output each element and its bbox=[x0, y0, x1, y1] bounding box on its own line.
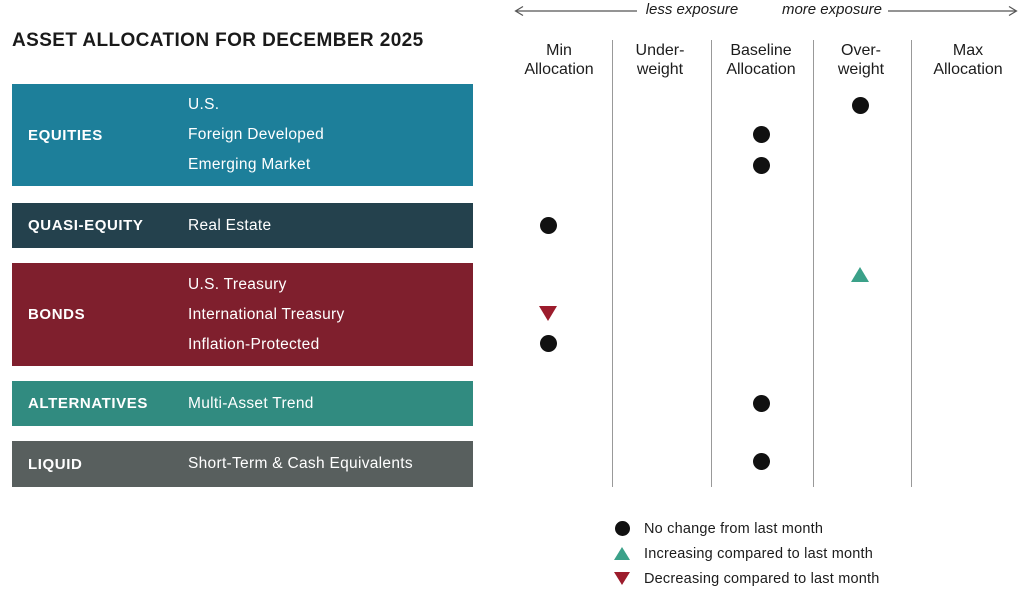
category-block-liquid: LIQUID Short-Term & Cash Equivalents bbox=[12, 441, 473, 487]
column-header-line: Max bbox=[952, 42, 984, 59]
category-label: ALTERNATIVES bbox=[28, 395, 148, 412]
increasing-triangle-marker bbox=[851, 266, 869, 282]
no-change-dot-marker bbox=[752, 156, 770, 174]
column-header-line: weight bbox=[837, 61, 885, 78]
more-exposure-label: more exposure bbox=[781, 1, 883, 18]
more-exposure-arrow bbox=[888, 5, 1018, 17]
category-block-equities: EQUITIES U.S. Foreign Developed Emerging… bbox=[12, 84, 473, 186]
column-divider bbox=[711, 40, 712, 487]
column-header-line: Allocation bbox=[524, 61, 594, 78]
category-block-alternatives: ALTERNATIVES Multi-Asset Trend bbox=[12, 381, 473, 426]
column-header-underweight: Under- weight bbox=[636, 41, 685, 79]
less-exposure-arrow bbox=[514, 5, 637, 17]
asset-label: Short-Term & Cash Equivalents bbox=[188, 455, 413, 472]
column-header-line: weight bbox=[636, 61, 684, 78]
legend-label: Decreasing compared to last month bbox=[644, 570, 880, 587]
page-title: ASSET ALLOCATION FOR DECEMBER 2025 bbox=[12, 30, 424, 51]
category-label: LIQUID bbox=[28, 455, 83, 473]
no-change-dot-marker bbox=[752, 394, 770, 412]
exposure-axis-arrows bbox=[514, 5, 1018, 17]
asset-label: Inflation-Protected bbox=[188, 335, 320, 353]
column-header-line: Min bbox=[546, 42, 572, 59]
less-exposure-label: less exposure bbox=[645, 1, 739, 18]
legend: No change from last month Increasing com… bbox=[610, 516, 880, 591]
category-label: BONDS bbox=[28, 306, 86, 323]
decreasing-triangle-marker bbox=[539, 305, 557, 321]
no-change-dot-marker bbox=[539, 334, 557, 352]
legend-item-decreasing: Decreasing compared to last month bbox=[610, 566, 880, 591]
column-header-baseline: Baseline Allocation bbox=[726, 41, 795, 79]
decreasing-triangle-icon bbox=[614, 572, 630, 585]
category-label: QUASI-EQUITY bbox=[28, 217, 144, 234]
asset-label: U.S. bbox=[188, 96, 220, 113]
column-header-line: Over- bbox=[841, 42, 881, 59]
column-header-line: Allocation bbox=[726, 61, 796, 78]
no-change-dot-marker bbox=[851, 96, 869, 114]
asset-label: Multi-Asset Trend bbox=[188, 394, 314, 412]
column-header-overweight: Over- weight bbox=[838, 41, 884, 79]
legend-label: No change from last month bbox=[644, 520, 824, 537]
category-label: EQUITIES bbox=[28, 126, 103, 144]
column-header-max: Max Allocation bbox=[933, 41, 1002, 79]
no-change-dot-marker bbox=[752, 125, 770, 143]
category-block-bonds: BONDS U.S. Treasury International Treasu… bbox=[12, 263, 473, 366]
column-header-line: Under- bbox=[635, 42, 685, 59]
increasing-triangle-icon bbox=[614, 547, 630, 560]
asset-label: Foreign Developed bbox=[188, 126, 325, 143]
no-change-dot-marker bbox=[539, 216, 557, 234]
asset-label: International Treasury bbox=[188, 305, 345, 323]
asset-label: Emerging Market bbox=[188, 156, 311, 173]
column-divider bbox=[612, 40, 613, 487]
legend-item-no-change: No change from last month bbox=[610, 516, 880, 541]
no-change-dot-icon bbox=[614, 521, 630, 536]
column-header-min: Min Allocation bbox=[524, 41, 593, 79]
column-header-line: Baseline bbox=[730, 42, 792, 59]
category-block-quasi-equity: QUASI-EQUITY Real Estate bbox=[12, 203, 473, 248]
column-divider bbox=[813, 40, 814, 487]
column-divider bbox=[911, 40, 912, 487]
asset-label: U.S. Treasury bbox=[188, 275, 287, 293]
legend-item-increasing: Increasing compared to last month bbox=[610, 541, 880, 566]
asset-label: Real Estate bbox=[188, 216, 272, 234]
legend-label: Increasing compared to last month bbox=[644, 545, 874, 562]
column-header-line: Allocation bbox=[933, 61, 1003, 78]
no-change-dot-marker bbox=[752, 452, 770, 470]
